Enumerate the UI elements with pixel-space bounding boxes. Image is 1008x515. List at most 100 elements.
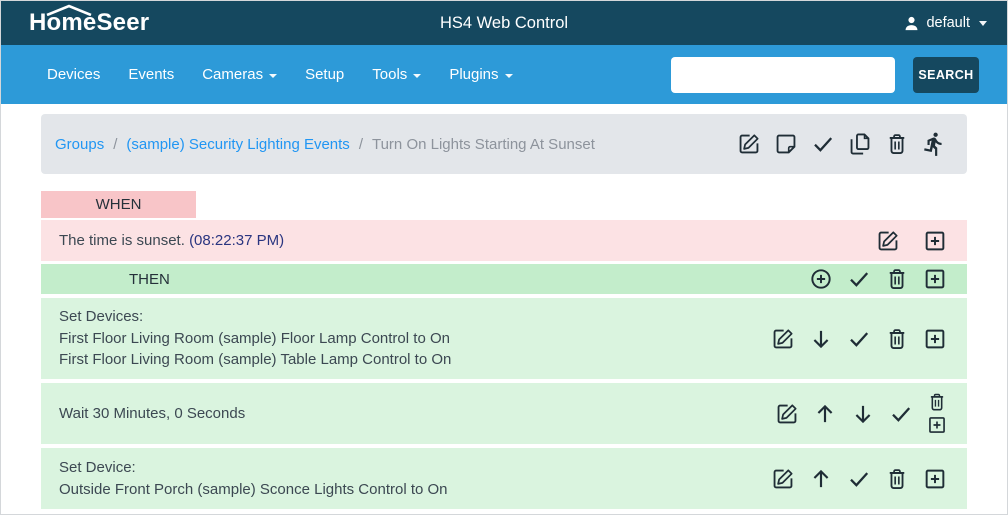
- user-menu[interactable]: default: [902, 14, 987, 33]
- edit-icon: [736, 131, 762, 157]
- add-trigger-button[interactable]: [922, 228, 948, 254]
- trigger-row: The time is sunset. (08:22:37 PM): [41, 220, 967, 261]
- search-group: SEARCH: [671, 56, 979, 93]
- edit-event-name-button[interactable]: [736, 131, 762, 157]
- action-toolbar-stack: [926, 391, 948, 436]
- add-action-below-button[interactable]: [922, 326, 948, 352]
- nav-item-setup[interactable]: Setup: [305, 66, 345, 83]
- breadcrumb-current-event: Turn On Lights Starting At Sunset: [371, 135, 595, 153]
- plus-square-icon: [922, 326, 948, 352]
- nav-item-devices[interactable]: Devices: [47, 66, 101, 83]
- add-action-group-button[interactable]: [922, 266, 948, 292]
- run-icon: [921, 131, 947, 157]
- action-text: Set Device: Outside Front Porch (sample)…: [59, 457, 448, 500]
- breadcrumb-bar: Groups / (sample) Security Lighting Even…: [41, 114, 967, 174]
- action-line: First Floor Living Room (sample) Floor L…: [59, 329, 450, 347]
- breadcrumb-separator: /: [358, 135, 363, 153]
- edit-trigger-button[interactable]: [875, 228, 901, 254]
- caret-down-icon: [269, 73, 278, 78]
- caret-down-icon: [413, 73, 422, 78]
- confirm-action-button[interactable]: [888, 401, 914, 427]
- top-bar: HomeSeer HS4 Web Control default: [1, 1, 1007, 45]
- logo-roof-icon: [46, 4, 92, 16]
- breadcrumb-separator: /: [113, 135, 118, 153]
- add-action-below-button[interactable]: [922, 466, 948, 492]
- trash-icon: [884, 266, 910, 292]
- action-line: Outside Front Porch (sample) Sconce Ligh…: [59, 480, 448, 498]
- delete-action-button[interactable]: [884, 466, 910, 492]
- user-name: default: [926, 15, 970, 31]
- move-action-up-button[interactable]: [808, 466, 834, 492]
- action-toolbar: [770, 466, 948, 492]
- confirm-action-button[interactable]: [846, 326, 872, 352]
- user-icon: [902, 14, 921, 33]
- then-toolbar: [808, 266, 948, 292]
- edit-action-button[interactable]: [770, 466, 796, 492]
- edit-icon: [770, 326, 796, 352]
- plus-square-icon: [926, 414, 948, 436]
- nav-item-tools[interactable]: Tools: [372, 66, 422, 83]
- plus-square-icon: [922, 466, 948, 492]
- when-section-label: WHEN: [41, 191, 196, 218]
- check-icon: [846, 266, 872, 292]
- check-icon: [846, 466, 872, 492]
- caret-down-icon: [979, 20, 987, 26]
- arrow-down-icon: [808, 326, 834, 352]
- delete-action-button[interactable]: [884, 326, 910, 352]
- nav-item-plugins[interactable]: Plugins: [449, 66, 513, 83]
- delete-actions-button[interactable]: [884, 266, 910, 292]
- run-event-button[interactable]: [921, 131, 947, 157]
- confirm-action-button[interactable]: [846, 466, 872, 492]
- delete-action-button[interactable]: [926, 391, 948, 413]
- nav-item-events[interactable]: Events: [128, 66, 175, 83]
- then-header-row: THEN: [41, 264, 967, 294]
- trigger-text: The time is sunset. (08:22:37 PM): [59, 230, 284, 252]
- search-input[interactable]: [671, 56, 895, 93]
- breadcrumb-link-groups[interactable]: Groups: [55, 135, 105, 153]
- move-action-down-button[interactable]: [808, 326, 834, 352]
- add-action-button[interactable]: [808, 266, 834, 292]
- edit-action-button[interactable]: [774, 401, 800, 427]
- check-icon: [888, 401, 914, 427]
- action-row-set-devices: Set Devices: First Floor Living Room (sa…: [41, 298, 967, 379]
- search-button[interactable]: SEARCH: [913, 56, 979, 93]
- arrow-up-icon: [808, 466, 834, 492]
- copy-icon: [847, 131, 873, 157]
- move-action-up-button[interactable]: [812, 401, 838, 427]
- app-title: HS4 Web Control: [439, 13, 569, 32]
- copy-event-button[interactable]: [847, 131, 873, 157]
- trash-icon: [926, 391, 948, 413]
- add-action-below-button[interactable]: [926, 414, 948, 436]
- delete-event-button[interactable]: [884, 131, 910, 157]
- plus-square-icon: [922, 266, 948, 292]
- move-action-down-button[interactable]: [850, 401, 876, 427]
- action-toolbar: [770, 326, 948, 352]
- action-line: Wait 30 Minutes, 0 Seconds: [59, 404, 246, 422]
- nav-item-cameras[interactable]: Cameras: [202, 66, 278, 83]
- trash-icon: [884, 466, 910, 492]
- save-event-button[interactable]: [810, 131, 836, 157]
- edit-action-button[interactable]: [770, 326, 796, 352]
- event-note-button[interactable]: [773, 131, 799, 157]
- event-toolbar: [736, 131, 947, 157]
- homeseer-logo[interactable]: HomeSeer: [29, 4, 149, 37]
- breadcrumb-link-group-name[interactable]: (sample) Security Lighting Events: [126, 135, 350, 153]
- then-section-label: THEN: [129, 270, 170, 288]
- plus-circle-icon: [808, 266, 834, 292]
- trash-icon: [884, 131, 910, 157]
- action-row-set-device: Set Device: Outside Front Porch (sample)…: [41, 448, 967, 509]
- trigger-time: (08:22:37 PM): [189, 231, 285, 249]
- edit-icon: [875, 228, 901, 254]
- plus-square-icon: [922, 228, 948, 254]
- edit-icon: [770, 466, 796, 492]
- trigger-toolbar: [875, 228, 948, 254]
- action-text: Wait 30 Minutes, 0 Seconds: [59, 403, 245, 425]
- check-icon: [810, 131, 836, 157]
- action-row-wait: Wait 30 Minutes, 0 Seconds: [41, 383, 967, 444]
- main-nav: Devices Events Cameras Setup Tools Plugi…: [1, 45, 1007, 104]
- confirm-actions-button[interactable]: [846, 266, 872, 292]
- action-line: Set Device:: [59, 459, 136, 476]
- action-toolbar: [774, 391, 948, 436]
- check-icon: [846, 326, 872, 352]
- trash-icon: [884, 326, 910, 352]
